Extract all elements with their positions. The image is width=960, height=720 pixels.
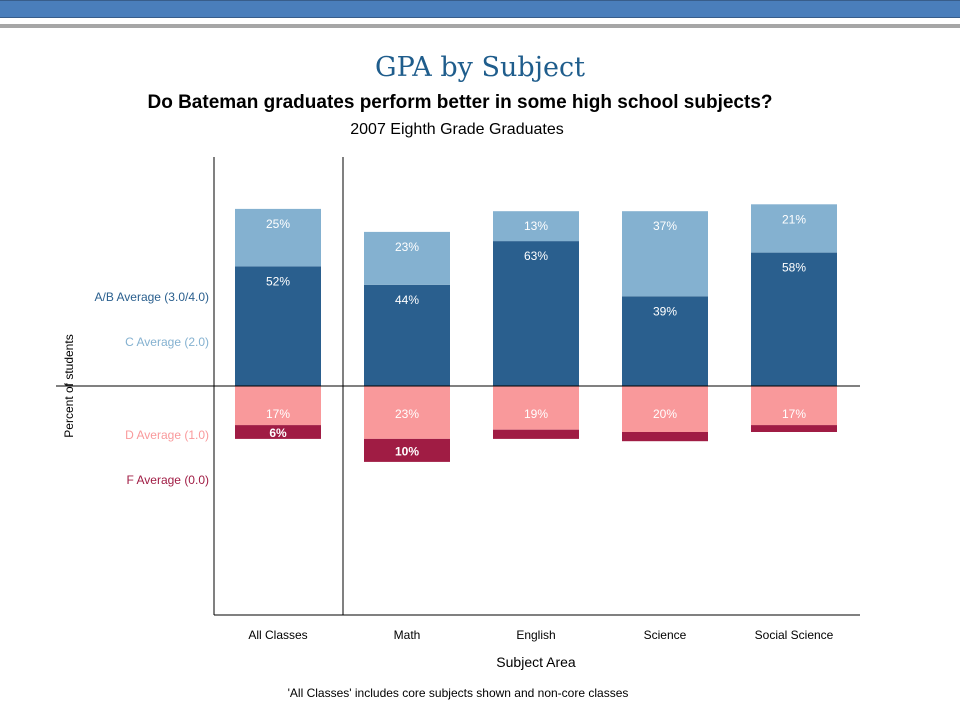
bar-d-social-science xyxy=(751,386,837,426)
labels-group: 52% 25% 17% 6% All Classes 44% 23% 23% 10% Math 63… xyxy=(248,212,833,642)
legend-entry-c: C Average (2.0) xyxy=(125,335,209,349)
bar-f-science xyxy=(622,432,708,442)
legend-entry-f: F Average (0.0) xyxy=(127,473,210,487)
x-axis-title: Subject Area xyxy=(496,654,576,670)
data-label-ab-all-classes: 52% xyxy=(266,274,290,288)
data-label-ab-science: 39% xyxy=(653,304,677,318)
data-label-ab-english: 63% xyxy=(524,249,548,263)
bar-ab-english xyxy=(493,241,579,386)
data-label-d-social-science: 17% xyxy=(782,407,806,421)
category-label-english: English xyxy=(516,628,555,642)
bars-group xyxy=(235,204,837,462)
top-divider-rule xyxy=(0,24,960,28)
bar-f-english xyxy=(493,429,579,439)
data-label-ab-math: 44% xyxy=(395,293,419,307)
bar-ab-all-classes xyxy=(235,266,321,386)
data-label-c-math: 23% xyxy=(395,240,419,254)
bar-ab-social-science xyxy=(751,252,837,386)
bar-c-math xyxy=(364,231,450,285)
y-axis-title: Percent of students xyxy=(62,334,76,437)
bar-d-all-classes xyxy=(235,386,321,426)
chart-subtitle: 2007 Eighth Grade Graduates xyxy=(350,121,564,138)
data-label-f-all-classes: 6% xyxy=(269,426,287,440)
data-label-c-science: 37% xyxy=(653,219,677,233)
data-label-d-english: 19% xyxy=(524,407,548,421)
data-label-f-math: 10% xyxy=(395,444,419,458)
legend-entry-ab: A/B Average (3.0/4.0) xyxy=(94,290,209,304)
chart-title: Do Bateman graduates perform better in s… xyxy=(147,92,773,113)
data-label-c-english: 13% xyxy=(524,219,548,233)
bar-f-math xyxy=(364,438,450,462)
bar-c-social-science xyxy=(751,204,837,253)
legend-entry-d: D Average (1.0) xyxy=(125,428,209,442)
axes-group xyxy=(56,157,860,616)
data-label-d-math: 23% xyxy=(395,407,419,421)
bar-d-english xyxy=(493,386,579,430)
legend-group: A/B Average (3.0/4.0) C Average (2.0) D Av… xyxy=(94,290,209,487)
bar-f-social-science xyxy=(751,425,837,432)
top-accent-bar xyxy=(0,0,960,18)
bar-c-english xyxy=(493,211,579,242)
category-label-social-science: Social Science xyxy=(755,628,834,642)
data-label-ab-social-science: 58% xyxy=(782,261,806,275)
bar-f-all-classes xyxy=(235,425,321,439)
bar-d-science xyxy=(622,386,708,432)
bar-d-math xyxy=(364,386,450,439)
data-label-c-all-classes: 25% xyxy=(266,217,290,231)
bar-ab-math xyxy=(364,284,450,386)
slide-title: GPA by Subject xyxy=(375,52,585,83)
category-label-science: Science xyxy=(644,628,687,642)
data-label-c-social-science: 21% xyxy=(782,212,806,226)
chart-footnote: 'All Classes' includes core subjects sho… xyxy=(287,686,629,700)
bar-c-science xyxy=(622,211,708,297)
category-label-math: Math xyxy=(394,628,421,642)
data-label-d-all-classes: 17% xyxy=(266,407,290,421)
bar-c-all-classes xyxy=(235,208,321,267)
data-label-d-science: 20% xyxy=(653,407,677,421)
bar-ab-science xyxy=(622,296,708,386)
category-label-all-classes: All Classes xyxy=(248,628,307,642)
